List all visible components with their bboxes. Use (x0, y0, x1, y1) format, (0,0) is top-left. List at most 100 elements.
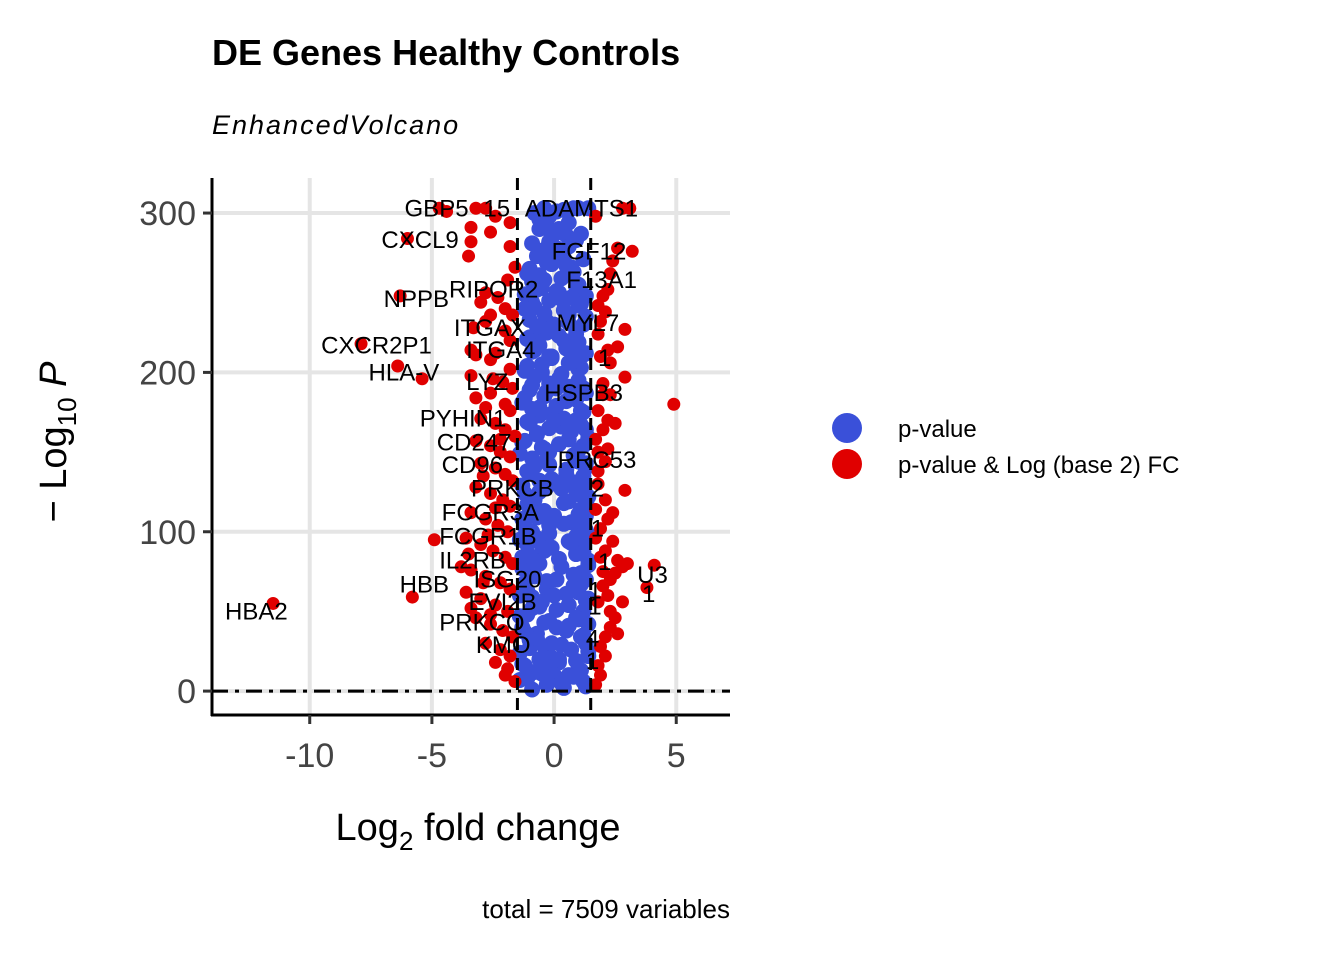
point-pvalue (543, 539, 560, 556)
point-pvalue-fc (603, 604, 617, 618)
gene-label: LRRC53 (544, 447, 636, 474)
point-pvalue-fc (596, 423, 610, 437)
point-pvalue (560, 493, 577, 510)
point-pvalue-fc (432, 201, 446, 215)
point-pvalue (575, 251, 592, 268)
point-pvalue-fc (469, 480, 483, 494)
point-pvalue (553, 270, 570, 287)
point-pvalue (568, 652, 585, 669)
gene-label: FCGR1B (439, 524, 536, 551)
point-pvalue (555, 302, 572, 319)
point-pvalue (516, 624, 533, 641)
point-pvalue-fc (615, 595, 629, 609)
gene-label: PYHIN1 (420, 406, 507, 433)
point-pvalue (548, 571, 565, 588)
point-pvalue (543, 635, 560, 652)
cutoff-lines (212, 178, 730, 715)
point-pvalue-fc (469, 391, 483, 405)
point-pvalue (572, 487, 589, 504)
point-pvalue-fc (501, 525, 515, 539)
point-pvalue-fc (479, 286, 493, 300)
point-pvalue (548, 601, 565, 618)
point-pvalue-fc (506, 308, 520, 322)
point-pvalue-fc (464, 601, 478, 615)
point-pvalue (558, 340, 575, 357)
point-pvalue-fc (601, 588, 615, 602)
gene-label: 1 (642, 581, 655, 608)
point-pvalue-fc (603, 267, 617, 281)
point-pvalue-fc (611, 340, 625, 354)
point-pvalue-fc (601, 442, 615, 456)
point-pvalue-fc (598, 493, 612, 507)
point-pvalue-fc (484, 225, 498, 239)
point-pvalue (580, 557, 597, 574)
point-pvalue-fc (591, 464, 605, 478)
point-pvalue-fc (506, 474, 520, 488)
gene-label: EVI2B (469, 589, 537, 616)
gene-label: HLA-V (369, 359, 440, 386)
point-pvalue-fc (618, 322, 632, 336)
gene-label: CD247 (437, 430, 512, 457)
point-pvalue-fc (469, 201, 483, 215)
point-pvalue-fc (598, 649, 612, 663)
point-pvalue-fc (484, 617, 498, 631)
point-pvalue (558, 585, 575, 602)
point-pvalue-fc (594, 314, 607, 328)
point-pvalue-fc (391, 359, 405, 373)
gene-label: 2 (591, 476, 604, 503)
point-pvalue-fc (594, 550, 607, 564)
point-pvalue (528, 426, 545, 443)
point-pvalue-fc (594, 522, 607, 536)
point-pvalue-fc (591, 327, 605, 341)
point-pvalue (528, 630, 545, 647)
point-pvalue-fc (469, 434, 483, 448)
point-pvalue (526, 299, 543, 316)
point-pvalue-fc (354, 337, 368, 351)
y-axis-title: − Log10 P (33, 361, 82, 523)
point-pvalue-fc (469, 611, 483, 625)
point-pvalue-fc (506, 630, 520, 644)
point-pvalue-fc (493, 643, 507, 657)
gene-label: ITGAX (454, 315, 526, 342)
gene-label: KMO (476, 632, 531, 659)
point-pvalue (546, 316, 563, 333)
chart-subtitle: EnhancedVolcano (212, 110, 460, 140)
point-pvalue-fc (479, 400, 493, 414)
gene-label: 4 (586, 626, 599, 653)
gene-label: 1 (598, 549, 611, 576)
point-pvalue-fc (405, 590, 419, 604)
point-pvalue-fc (400, 232, 414, 246)
gene-label: 1 (588, 594, 601, 621)
point-pvalue-fc (503, 240, 517, 254)
point-pvalue-fc (498, 668, 512, 682)
point-pvalue-fc (501, 604, 515, 618)
point-pvalue (521, 260, 538, 277)
point-pvalue-fc (606, 254, 620, 268)
point-pvalue-fc (503, 216, 517, 230)
point-pvalue-fc (464, 506, 478, 520)
gene-label: FCGR3A (442, 500, 539, 527)
point-pvalue-fc (462, 547, 476, 561)
point-pvalue-fc (488, 501, 502, 515)
x-tick-label: -5 (417, 737, 447, 775)
point-pvalue (575, 627, 592, 644)
gene-label: FGF12 (552, 238, 627, 265)
point-pvalue-fc (462, 249, 476, 263)
point-pvalue-fc (591, 445, 605, 459)
point-pvalue-fc (469, 348, 483, 362)
gene-labels: GBP5 15 ADAMTS1 CXCL9 FGF12 NPPB RIPOR2 F13A1 IT… (225, 195, 668, 675)
point-pvalue-fc (608, 416, 622, 430)
point-pvalue-fc (474, 537, 488, 551)
point-pvalue-fc (506, 381, 520, 395)
point-pvalue-fc (503, 334, 517, 348)
point-pvalue-fc (488, 461, 502, 475)
point-pvalue-fc (488, 209, 502, 223)
point-pvalue-fc (481, 528, 495, 542)
point-pvalue-fc (493, 445, 507, 459)
point-pvalue-fc (427, 533, 441, 547)
point-pvalue (531, 220, 548, 237)
gene-label: GBP5 (405, 195, 469, 222)
gene-label: 1 (598, 345, 611, 372)
x-tick-label: 0 (545, 737, 564, 775)
